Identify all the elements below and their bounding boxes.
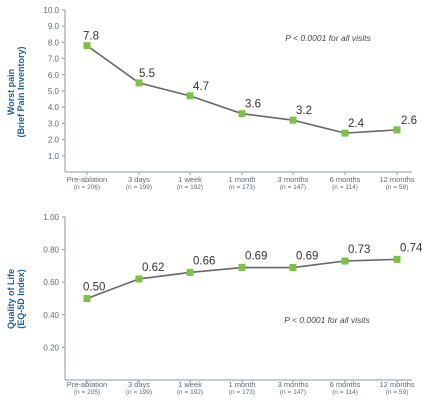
x-n-label: (n = 147) [280,184,306,191]
x-category-label: Pre-ablation [67,175,107,184]
y-axis-title-line2: (EQ-5D Index) [16,269,26,329]
x-n-label: (n = 173) [229,389,255,396]
x-category-label: 12 months [379,380,414,389]
data-label: 3.2 [296,105,312,117]
y-tick-label: 1.0 [48,152,60,161]
y-tick-label: 0.80 [43,246,59,255]
y-tick-label: 3.0 [48,119,60,128]
data-label: 4.7 [193,81,209,93]
x-n-label: (n = 173) [229,184,255,191]
data-point [289,264,297,272]
x-category-label: 12 months [379,175,414,184]
data-point [186,92,194,100]
data-label: 5.5 [139,68,155,80]
y-tick-label: 8.0 [48,38,60,47]
y-tick-label: 6.0 [48,71,60,80]
data-label: 2.4 [348,118,365,130]
y-tick-label: 5.0 [48,87,60,96]
y-axis-title-line1: Worst pain [6,69,16,115]
data-label: 0.66 [193,255,215,267]
data-point [341,257,349,265]
data-point [135,275,143,283]
data-label: 0.50 [83,282,105,294]
x-n-label: (n = 206) [74,184,100,191]
data-label: 0.73 [348,244,370,256]
data-point [83,295,91,302]
x-n-label: (n = 114) [332,389,358,396]
y-tick-label: 0.40 [43,311,59,320]
p-value-annotation: P < 0.0001 for all visits [285,33,371,43]
data-point [238,110,246,118]
x-category-label: 1 week [178,380,202,389]
data-point [393,126,401,134]
y-axis-title: Quality of Life(EQ-5D Index) [6,269,26,329]
x-category-label: 3 months [278,380,309,389]
x-category-label: 1 month [228,175,255,184]
y-tick-label: 7.0 [48,55,60,64]
data-label: 0.74 [400,242,423,254]
data-point [83,42,91,50]
data-label: 0.62 [142,262,164,274]
qol-chart: 0.20 0.40 0.60 0.80 1.00 Pre-ablation(n = 205… [6,213,423,396]
y-tick-label: 0.60 [43,278,59,287]
x-n-label: (n = 114) [332,184,358,191]
data-label: 3.6 [245,99,261,111]
x-n-label: (n = 192) [177,389,203,396]
pain-chart: 1.0 2.0 3.0 4.0 5.0 6.0 7.0 8.0 9.0 10.0 Pre-ablat… [6,6,417,191]
data-point [393,255,401,263]
y-axis-title-line1: Quality of Life [6,269,16,329]
y-tick-label: 2.0 [48,136,60,145]
x-n-label: (n = 147) [280,389,306,396]
x-n-label: (n = 205) [74,389,100,396]
data-point [341,129,349,137]
data-point [289,116,297,124]
y-axis-title: Worst pain(Brief Pain Inventory) [6,46,26,137]
data-label: 7.8 [83,31,99,43]
y-axis-title-line2: (Brief Pain Inventory) [16,46,26,137]
x-category-label: 6 months [330,380,361,389]
x-category-label: 1 month [228,380,255,389]
x-category-label: 3 months [278,175,309,184]
x-n-label: (n = 59) [386,184,409,191]
data-point [238,264,246,272]
y-tick-label: 9.0 [48,22,60,31]
x-category-label: 3 days [128,380,150,389]
x-n-label: (n = 192) [177,184,203,191]
x-category-label: Pre-ablation [67,380,107,389]
x-category-label: 1 week [178,175,202,184]
x-category-label: 3 days [128,175,150,184]
data-label: 2.6 [401,115,417,127]
y-tick-label: 0.20 [43,343,59,352]
data-label: 0.69 [296,251,318,263]
data-label: 0.69 [245,251,267,263]
y-tick-label: 4.0 [48,103,60,112]
data-point [186,268,194,276]
p-value-annotation: P < 0.0001 for all visits [284,315,370,325]
x-n-label: (n = 59) [386,389,409,396]
x-n-label: (n = 199) [126,184,152,191]
y-tick-label: 1.00 [43,213,59,222]
x-n-label: (n = 199) [126,389,152,396]
y-tick-label: 10.0 [43,6,59,15]
data-point [135,79,143,87]
x-category-label: 6 months [330,175,361,184]
